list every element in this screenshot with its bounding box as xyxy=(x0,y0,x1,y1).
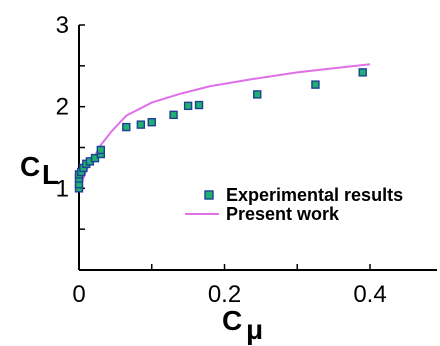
legend-label-present-work: Present work xyxy=(226,204,340,224)
experimental-marker xyxy=(122,122,131,132)
experimental-marker xyxy=(136,120,146,129)
y-axis-subscript: L xyxy=(42,159,59,190)
experimental-marker xyxy=(311,80,320,89)
legend-marker-experimental xyxy=(204,190,214,200)
x-axis-label: C xyxy=(222,305,242,336)
x-tick-label: 0.4 xyxy=(353,281,386,308)
y-axis-label: C xyxy=(20,151,40,182)
experimental-marker xyxy=(194,100,204,110)
x-tick-label: 0.2 xyxy=(208,281,241,308)
legend-label-experimental: Experimental results xyxy=(226,185,403,205)
y-tick-label: 3 xyxy=(56,12,69,39)
x-axis-subscript: μ xyxy=(246,314,263,345)
experimental-marker xyxy=(169,110,178,120)
experimental-marker xyxy=(183,101,193,111)
experimental-marker xyxy=(96,145,106,155)
experimental-marker xyxy=(358,68,367,77)
y-tick-label: 1 xyxy=(56,175,69,202)
series-layer xyxy=(74,63,371,193)
experimental-marker xyxy=(253,90,262,99)
x-tick-label: 0 xyxy=(72,281,85,308)
experimental-marker xyxy=(147,117,156,127)
y-tick-label: 2 xyxy=(56,94,69,121)
